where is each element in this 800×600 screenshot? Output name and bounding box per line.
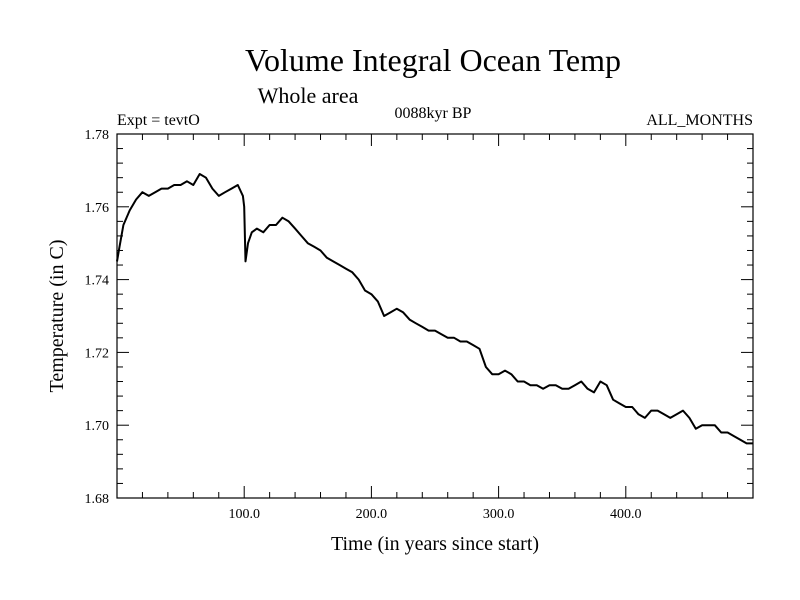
plot-frame [116,133,754,499]
y-tick-label: 1.74 [85,274,110,289]
y-tick-label: 1.68 [85,492,110,507]
y-axis-label: Temperature (in C) [46,240,68,393]
series-line-temperature [116,173,753,445]
x-axis-label: Time (in years since start) [331,533,539,555]
expt-annotation: Expt = tevtO [117,112,200,129]
y-tick-label: 1.76 [85,201,110,216]
x-tick-label: 400.0 [610,507,642,522]
y-tick-label: 1.72 [85,346,110,361]
x-tick-label: 200.0 [356,507,388,522]
chart-subtitle: Whole area [258,83,359,108]
chart-title: Volume Integral Ocean Temp [245,42,621,78]
months-annotation: ALL_MONTHS [646,112,753,129]
tick-labels-layer: 100.0 200.0 300.0 400.0 1.68 1.70 1.72 1.74 1.76… [85,128,642,522]
y-tick-label: 1.70 [85,419,110,434]
x-tick-label: 300.0 [483,507,515,522]
x-tick-label: 100.0 [228,507,260,522]
ticks-layer [117,134,753,498]
period-annotation: 0088kyr BP [395,105,472,122]
y-tick-label: 1.78 [85,128,110,143]
